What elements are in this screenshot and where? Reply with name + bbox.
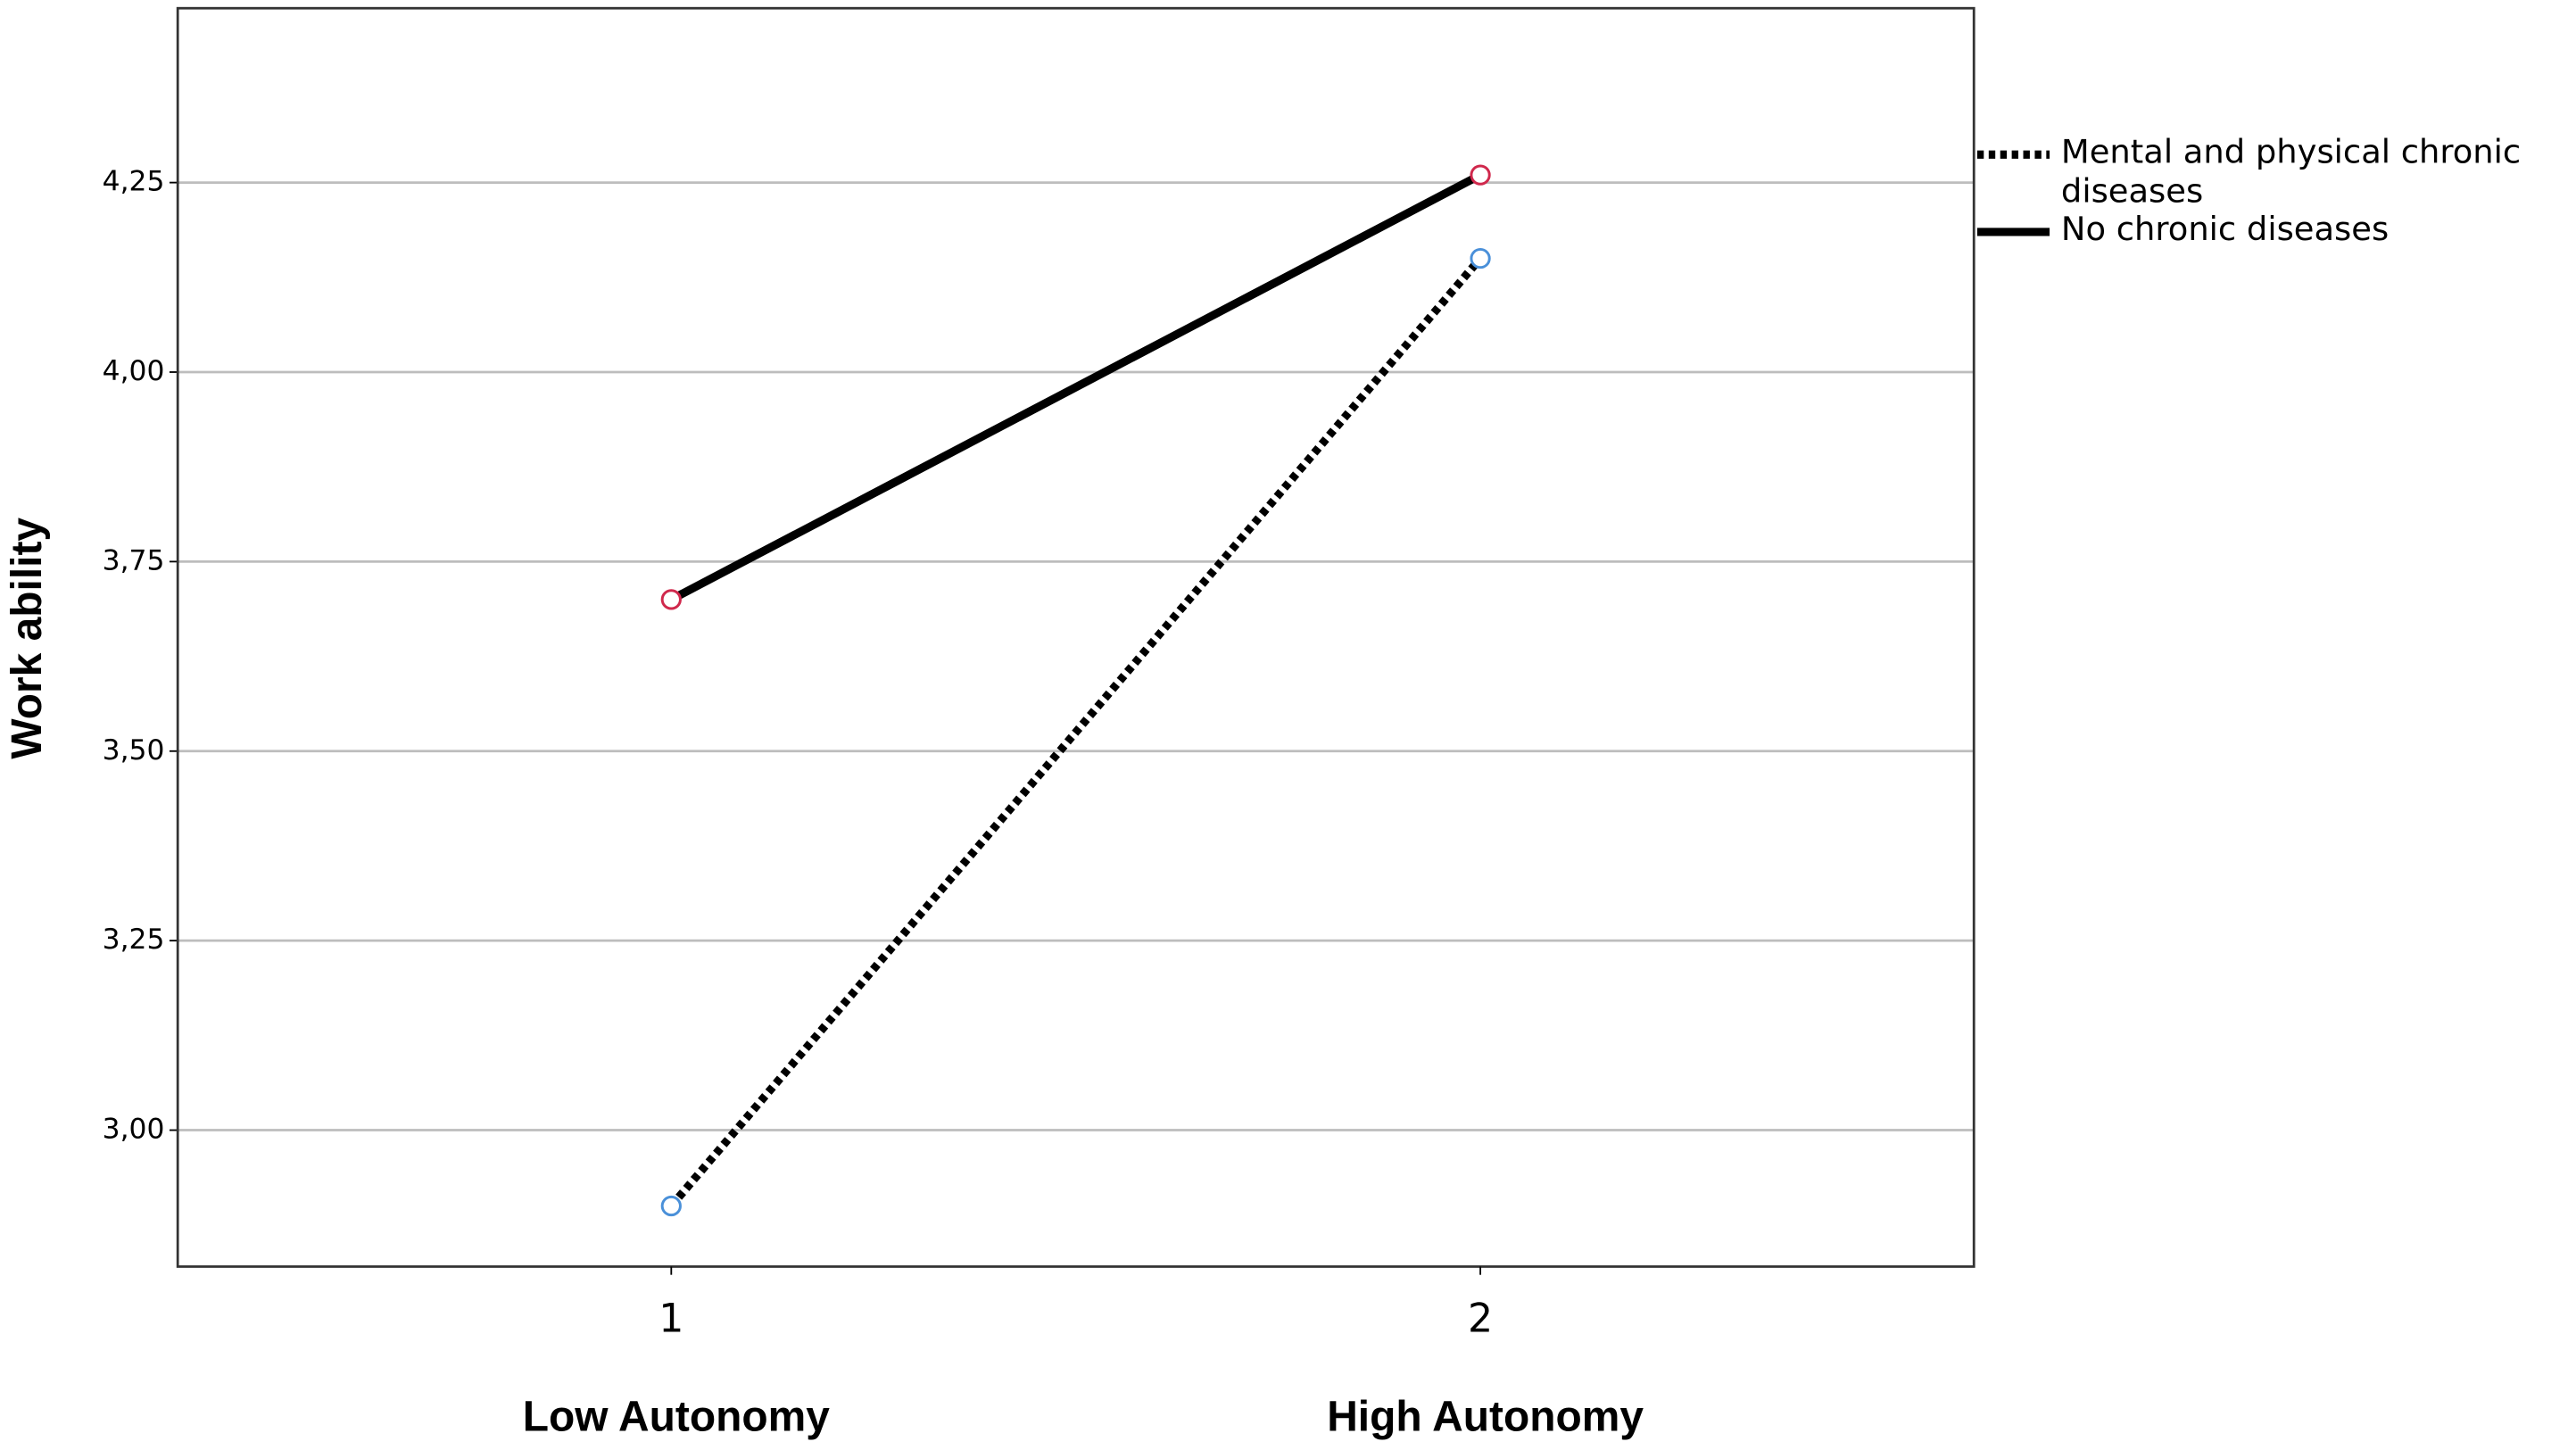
data-point [660,1195,682,1217]
x-tick-label: 2 [1468,1296,1493,1341]
y-tick-label: 3,25 [103,924,165,956]
legend-label: No chronic diseases [2060,209,2390,249]
y-tick-label: 4,25 [103,166,165,198]
series-line [667,255,1484,1209]
y-tick-label: 3,50 [103,734,165,766]
data-point [1470,247,1491,269]
data-point [1470,164,1491,186]
y-tick-label: 3,75 [103,544,165,576]
x-category-label: High Autonomy [1327,1394,1644,1441]
x-tick-label: 1 [658,1296,683,1341]
legend-entry: Mental and physical chronic diseases [2060,131,2522,211]
data-point [660,589,682,610]
y-tick-label: 3,00 [103,1114,165,1146]
x-category-label: Low Autonomy [523,1394,831,1441]
legend-label: Mental and physical chronic diseases [2060,131,2522,211]
legend-entry: No chronic diseases [2060,209,2390,249]
series-line [669,171,1483,603]
plot-frame [176,6,1975,1268]
y-tick-label: 4,00 [103,355,165,387]
y-axis-title: Work ability [4,518,51,759]
